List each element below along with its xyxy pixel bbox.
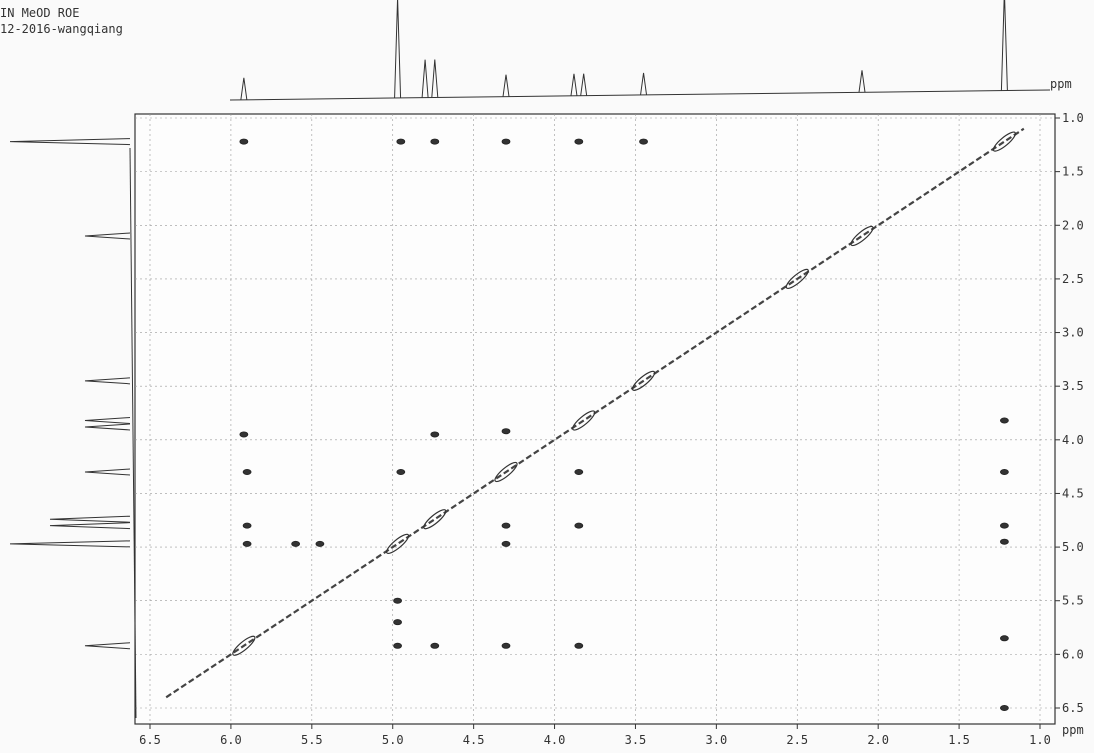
diagonal-peak xyxy=(785,268,809,290)
diagonal-peak xyxy=(992,131,1017,152)
cross-peak xyxy=(242,540,252,547)
y-tick-label: 6.5 xyxy=(1062,701,1084,715)
left-projection-baseline xyxy=(129,147,137,719)
y-tick-label: 1.0 xyxy=(1062,111,1084,125)
cross-peak xyxy=(315,540,325,547)
top-projection-peak xyxy=(570,73,578,96)
top-projection-peak xyxy=(580,73,588,96)
top-projection-baseline xyxy=(229,89,1051,101)
diagonal-peak xyxy=(631,370,656,391)
y-tick-label: 6.0 xyxy=(1062,647,1084,661)
y-tick-label: 5.0 xyxy=(1062,540,1084,554)
y-tick-label: 2.0 xyxy=(1062,218,1084,232)
cross-peak xyxy=(393,597,402,604)
left-projection-peak xyxy=(84,468,131,476)
x-tick-label: 6.0 xyxy=(220,733,242,747)
y-tick-label: 3.0 xyxy=(1062,326,1084,340)
cross-peak xyxy=(291,540,301,547)
x-tick-label: 1.5 xyxy=(948,733,970,747)
diagonal-peak xyxy=(232,635,256,656)
x-axis-label: ppm xyxy=(1062,723,1084,737)
cross-peak xyxy=(1000,522,1009,529)
top-projection-peak xyxy=(431,59,439,98)
cross-peak xyxy=(396,138,406,145)
x-tick-label: 3.0 xyxy=(706,733,728,747)
cross-peak xyxy=(574,642,584,649)
x-tick-label: 4.0 xyxy=(544,733,566,747)
left-projection-peak xyxy=(49,515,131,523)
cross-peak xyxy=(1000,635,1009,642)
cross-peak xyxy=(1000,468,1009,475)
cross-peak xyxy=(396,468,406,475)
x-tick-label: 2.0 xyxy=(867,733,889,747)
left-projection-peak xyxy=(84,642,131,650)
y-tick-label: 4.5 xyxy=(1062,486,1084,500)
cross-peak xyxy=(574,468,584,475)
y-tick-label: 2.5 xyxy=(1062,272,1084,286)
cross-peak xyxy=(242,468,252,475)
x-tick-label: 2.5 xyxy=(786,733,808,747)
diagonal-peak xyxy=(850,225,874,247)
cross-peak xyxy=(393,619,402,626)
cross-peak xyxy=(574,138,584,145)
top-projection-peak xyxy=(640,72,648,96)
left-projection-peak xyxy=(84,377,131,385)
cross-peak xyxy=(501,522,511,529)
cross-peak xyxy=(239,431,249,438)
cross-peak xyxy=(1000,705,1009,712)
cross-peak xyxy=(574,522,584,529)
diagonal-peak xyxy=(385,533,410,554)
top-projection-peak xyxy=(858,70,866,93)
x-tick-label: 5.5 xyxy=(301,733,323,747)
x-tick-label: 6.5 xyxy=(139,733,161,747)
left-projection-peak xyxy=(84,423,131,431)
header-date-operator: 12-2016-wangqiang xyxy=(0,22,123,36)
cross-peak xyxy=(501,540,511,547)
x-tick-label: 3.5 xyxy=(625,733,647,747)
top-projection-peak xyxy=(1000,0,1008,91)
cross-peak xyxy=(430,642,440,649)
y-axis-label: ppm xyxy=(1050,77,1072,91)
cross-peak xyxy=(1000,538,1009,545)
cross-peak xyxy=(430,431,440,438)
cross-peak xyxy=(1000,417,1009,424)
left-projection-peak xyxy=(84,417,131,425)
top-projection-peak xyxy=(240,77,248,100)
y-tick-label: 4.0 xyxy=(1062,433,1084,447)
diagonal-peak xyxy=(423,509,447,530)
y-tick-label: 5.5 xyxy=(1062,594,1084,608)
y-tick-label: 1.5 xyxy=(1062,165,1084,179)
x-tick-label: 4.5 xyxy=(463,733,485,747)
cross-peak xyxy=(501,138,511,145)
left-projection-peak xyxy=(9,138,131,146)
left-projection-peak xyxy=(9,540,131,548)
header-sample-info: IN MeOD ROE xyxy=(0,6,80,20)
cross-peak xyxy=(393,642,402,649)
y-tick-label: 3.5 xyxy=(1062,379,1084,393)
left-projection-peak xyxy=(84,232,131,240)
diagonal-peak xyxy=(494,461,518,483)
cross-peak xyxy=(501,642,511,649)
cross-peak xyxy=(239,138,249,145)
cross-peak xyxy=(430,138,440,145)
cross-peak xyxy=(639,138,648,145)
plot-frame xyxy=(134,113,1056,725)
cross-peak xyxy=(242,522,252,529)
left-projection-peak xyxy=(49,522,131,530)
top-projection-peak xyxy=(394,0,402,98)
top-projection-peak xyxy=(421,59,429,98)
x-tick-label: 5.0 xyxy=(382,733,404,747)
top-projection-peak xyxy=(502,74,510,97)
diagonal-peak xyxy=(572,410,596,431)
x-tick-label: 1.0 xyxy=(1029,733,1051,747)
cross-peak xyxy=(501,428,511,435)
